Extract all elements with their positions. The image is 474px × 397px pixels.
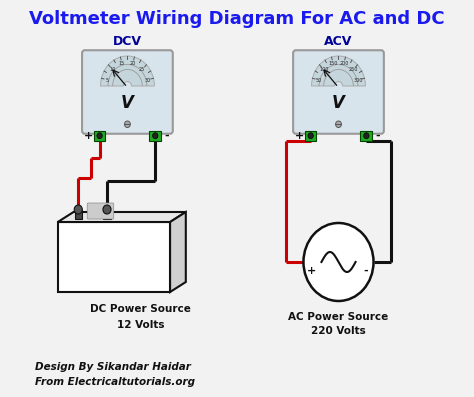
Text: 50: 50	[315, 77, 322, 83]
Text: 100: 100	[319, 67, 328, 72]
Text: 15: 15	[119, 61, 125, 66]
Wedge shape	[100, 56, 155, 86]
Text: V: V	[332, 94, 345, 112]
Bar	[58, 222, 170, 292]
Bar	[75, 210, 82, 218]
Text: 300: 300	[354, 77, 363, 83]
Text: 250: 250	[348, 67, 358, 72]
Text: 200: 200	[339, 61, 348, 66]
Text: +: +	[295, 131, 304, 141]
Circle shape	[308, 133, 313, 139]
Text: 10: 10	[109, 67, 116, 72]
FancyBboxPatch shape	[82, 50, 173, 134]
Circle shape	[336, 121, 341, 127]
Text: ACV: ACV	[324, 35, 353, 48]
Circle shape	[97, 133, 102, 139]
Polygon shape	[58, 212, 186, 222]
Polygon shape	[170, 212, 186, 292]
Text: Design By Sikandar Haidar: Design By Sikandar Haidar	[36, 362, 191, 372]
Circle shape	[303, 223, 374, 301]
Text: 5: 5	[106, 77, 109, 83]
Text: 30: 30	[144, 77, 151, 83]
Text: DCV: DCV	[113, 35, 142, 48]
Text: -: -	[375, 131, 380, 141]
Circle shape	[125, 121, 130, 127]
Bar	[361, 131, 372, 141]
Circle shape	[153, 133, 158, 139]
Text: -: -	[364, 266, 368, 276]
Text: 220 Volts: 220 Volts	[311, 326, 366, 336]
Bar	[94, 131, 105, 141]
Text: +: +	[307, 266, 316, 276]
Text: 20: 20	[130, 61, 136, 66]
Text: 12 Volts: 12 Volts	[117, 320, 164, 330]
Text: AC Power Source: AC Power Source	[288, 312, 389, 322]
FancyBboxPatch shape	[293, 50, 384, 134]
Bar	[305, 131, 317, 141]
Text: +: +	[84, 131, 93, 141]
Bar	[149, 131, 161, 141]
Text: 25: 25	[139, 67, 145, 72]
Text: From Electricaltutorials.org: From Electricaltutorials.org	[36, 377, 195, 387]
Wedge shape	[311, 56, 365, 86]
Text: V: V	[121, 94, 134, 112]
Text: 150: 150	[328, 61, 338, 66]
Circle shape	[364, 133, 369, 139]
Text: DC Power Source: DC Power Source	[91, 304, 191, 314]
Circle shape	[74, 205, 82, 214]
Bar	[103, 210, 110, 218]
Text: Voltmeter Wiring Diagram For AC and DC: Voltmeter Wiring Diagram For AC and DC	[29, 10, 445, 29]
Text: -: -	[164, 131, 169, 141]
Circle shape	[103, 205, 111, 214]
FancyBboxPatch shape	[87, 203, 114, 219]
